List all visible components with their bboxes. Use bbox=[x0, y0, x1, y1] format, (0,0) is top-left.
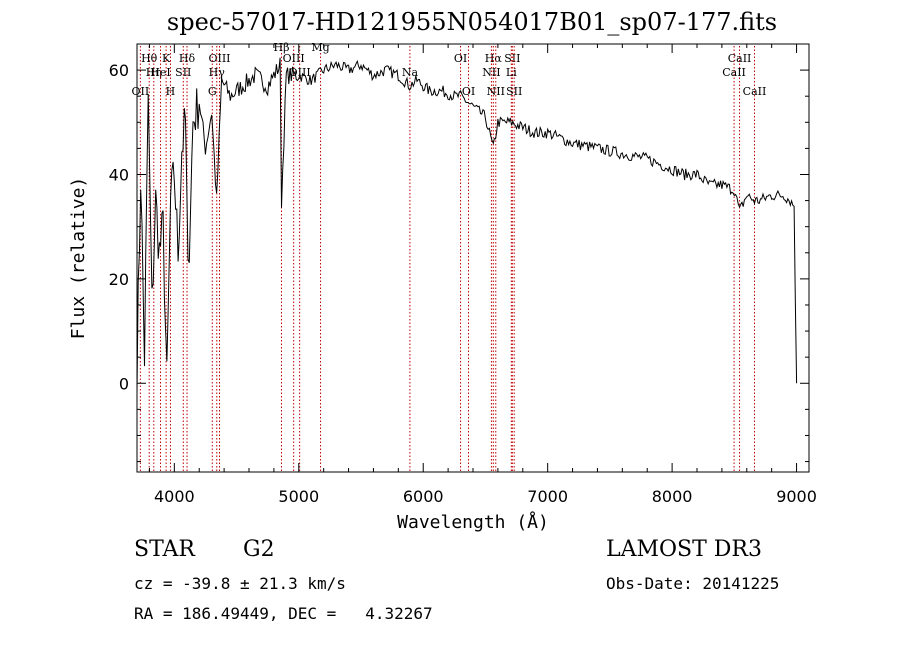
marker-label-23: SII bbox=[506, 85, 522, 98]
marker-label-18: Hα bbox=[485, 52, 503, 65]
y-tick-label-1: 20 bbox=[109, 270, 129, 289]
axis-ticks: 4000 5000 6000 7000 8000 9000 0 20 40 60 bbox=[109, 43, 817, 506]
marker-label-1: OII bbox=[132, 85, 150, 98]
ra-dec-coordinates: RA = 186.49449, DEC = 4.32267 bbox=[134, 604, 433, 623]
marker-label-20: NII bbox=[487, 85, 505, 98]
marker-label-17: OI bbox=[462, 85, 475, 98]
y-axis-label: Flux (relative) bbox=[68, 177, 89, 340]
x-tick-label-3: 7000 bbox=[527, 487, 568, 506]
marker-label-15: Na bbox=[402, 66, 419, 79]
marker-label-6: SII bbox=[175, 66, 191, 79]
plot-frame bbox=[136, 43, 810, 473]
marker-label-5: H bbox=[166, 85, 176, 98]
marker-label-9: Hγ bbox=[209, 66, 226, 79]
x-tick-label-4: 8000 bbox=[652, 487, 693, 506]
marker-label-7: Hδ bbox=[179, 52, 196, 65]
marker-label-11: OIII bbox=[283, 52, 305, 65]
marker-label-0: Hθ bbox=[141, 52, 158, 65]
plot-title: spec-57017-HD121955N054017B01_sp07-177.f… bbox=[166, 8, 778, 36]
y-tick-label-3: 60 bbox=[109, 61, 129, 80]
flux-series bbox=[136, 57, 798, 394]
redshift-cz: cz = -39.8 ± 21.3 km/s bbox=[134, 574, 346, 593]
marker-label-22: Li bbox=[506, 66, 517, 79]
x-tick-label-1: 5000 bbox=[278, 487, 319, 506]
marker-label-3: HeI bbox=[150, 66, 170, 79]
marker-label-13: Mg bbox=[311, 41, 329, 54]
marker-label-26: CaII bbox=[743, 85, 767, 98]
marker-label-19: NII bbox=[482, 66, 500, 79]
survey-name: LAMOST DR3 bbox=[606, 537, 762, 562]
y-tick-label-2: 40 bbox=[109, 165, 129, 184]
object-subclass: G2 bbox=[243, 537, 275, 562]
x-tick-label-0: 4000 bbox=[154, 487, 195, 506]
x-tick-label-5: 9000 bbox=[776, 487, 817, 506]
observation-date: Obs-Date: 20141225 bbox=[606, 574, 780, 593]
x-axis-label: Wavelength (Å) bbox=[397, 511, 549, 533]
series-line-flux bbox=[136, 57, 798, 394]
marker-label-16: OI bbox=[454, 52, 467, 65]
marker-label-4: K bbox=[162, 52, 171, 65]
marker-label-2: Hη bbox=[146, 66, 162, 79]
marker-label-24: CaII bbox=[728, 52, 752, 65]
marker-label-25: CaII bbox=[722, 66, 746, 79]
marker-label-10: G bbox=[208, 85, 217, 98]
y-tick-label-0: 0 bbox=[119, 374, 129, 393]
object-class: STAR bbox=[134, 537, 195, 562]
x-tick-label-2: 6000 bbox=[403, 487, 444, 506]
marker-label-21: SII bbox=[504, 52, 520, 65]
marker-label-8: OIII bbox=[208, 52, 230, 65]
marker-label-14: Hβ bbox=[274, 41, 290, 54]
